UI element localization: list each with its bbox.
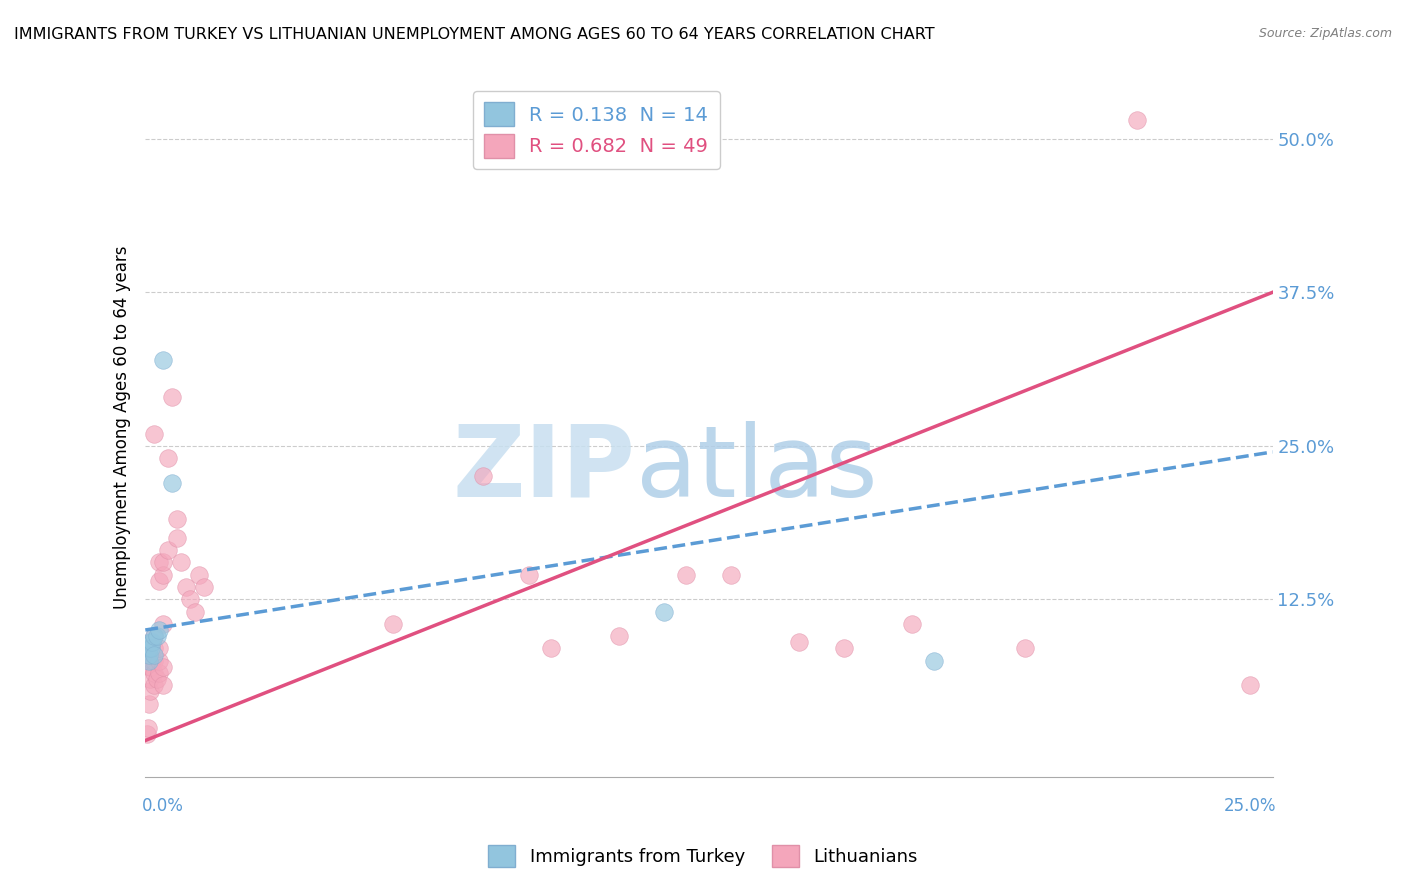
Y-axis label: Unemployment Among Ages 60 to 64 years: Unemployment Among Ages 60 to 64 years: [114, 245, 131, 609]
Point: [184, 605, 207, 619]
Point: [382, 616, 405, 631]
Point: [148, 556, 170, 570]
Point: [148, 665, 170, 680]
Point: [143, 654, 166, 668]
Text: 25.0%: 25.0%: [1223, 797, 1275, 815]
Text: 0.0%: 0.0%: [142, 797, 184, 815]
Point: [156, 543, 179, 558]
Point: [166, 531, 188, 545]
Text: Source: ZipAtlas.com: Source: ZipAtlas.com: [1258, 27, 1392, 40]
Point: [901, 616, 924, 631]
Point: [143, 648, 166, 662]
Point: [152, 660, 174, 674]
Point: [174, 580, 197, 594]
Point: [135, 727, 157, 741]
Point: [152, 352, 174, 367]
Point: [141, 635, 163, 649]
Legend: Immigrants from Turkey, Lithuanians: Immigrants from Turkey, Lithuanians: [481, 838, 925, 874]
Point: [143, 629, 166, 643]
Point: [143, 665, 166, 680]
Point: [517, 567, 540, 582]
Point: [138, 654, 160, 668]
Point: [152, 567, 174, 582]
Point: [141, 654, 163, 668]
Point: [139, 641, 162, 656]
Point: [166, 512, 188, 526]
Point: [148, 641, 170, 656]
Point: [607, 629, 630, 643]
Point: [924, 654, 946, 668]
Point: [138, 648, 160, 662]
Point: [139, 660, 162, 674]
Point: [136, 721, 159, 735]
Text: atlas: atlas: [636, 421, 877, 518]
Point: [1014, 641, 1036, 656]
Point: [148, 623, 170, 637]
Text: IMMIGRANTS FROM TURKEY VS LITHUANIAN UNEMPLOYMENT AMONG AGES 60 TO 64 YEARS CORR: IMMIGRANTS FROM TURKEY VS LITHUANIAN UNE…: [14, 27, 935, 42]
Point: [138, 697, 160, 711]
Point: [162, 390, 184, 404]
Text: ZIP: ZIP: [453, 421, 636, 518]
Point: [143, 426, 166, 441]
Point: [143, 629, 166, 643]
Point: [143, 678, 166, 692]
Point: [148, 654, 170, 668]
Point: [1239, 678, 1261, 692]
Point: [152, 556, 174, 570]
Point: [179, 592, 201, 607]
Point: [652, 605, 675, 619]
Point: [139, 672, 162, 686]
Point: [152, 616, 174, 631]
Point: [1126, 113, 1149, 128]
Point: [152, 678, 174, 692]
Point: [720, 567, 742, 582]
Point: [138, 641, 160, 656]
Point: [145, 629, 167, 643]
Point: [787, 635, 810, 649]
Point: [675, 567, 697, 582]
Point: [148, 574, 170, 588]
Point: [193, 580, 215, 594]
Point: [832, 641, 855, 656]
Point: [143, 641, 166, 656]
Point: [170, 556, 193, 570]
Point: [139, 635, 162, 649]
Legend: R = 0.138  N = 14, R = 0.682  N = 49: R = 0.138 N = 14, R = 0.682 N = 49: [472, 91, 720, 169]
Point: [472, 469, 495, 483]
Point: [145, 672, 167, 686]
Point: [540, 641, 562, 656]
Point: [162, 475, 184, 490]
Point: [139, 684, 162, 698]
Point: [156, 451, 179, 466]
Point: [188, 567, 211, 582]
Point: [139, 660, 162, 674]
